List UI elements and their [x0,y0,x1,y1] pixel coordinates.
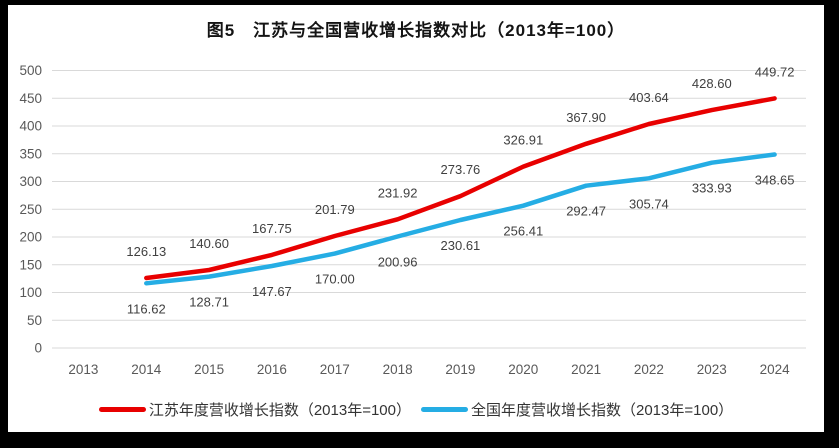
data-label-national: 333.93 [692,181,732,196]
data-label-national: 256.41 [503,224,543,239]
legend-item-national: 全国年度营收增长指数（2013年=100） [421,399,733,420]
x-tick-label: 2016 [257,362,287,377]
chart-legend: 江苏年度营收增长指数（2013年=100） 全国年度营收增长指数（2013年=1… [8,399,824,420]
y-tick-label: 400 [19,119,42,134]
legend-swatch-jiangsu [98,407,146,412]
x-tick-label: 2023 [697,362,727,377]
y-tick-label: 150 [19,257,42,272]
x-tick-label: 2019 [445,362,475,377]
legend-swatch-national [421,407,468,412]
data-label-jiangsu: 403.64 [629,90,669,105]
x-tick-label: 2015 [194,362,224,377]
data-label-national: 292.47 [566,204,606,219]
y-tick-label: 300 [19,174,42,189]
data-label-national: 305.74 [629,196,669,211]
chart-title: 图5 江苏与全国营收增长指数对比（2013年=100） [206,21,626,40]
x-tick-label: 2022 [634,362,664,377]
x-tick-label: 2021 [571,362,601,377]
legend-label-jiangsu: 江苏年度营收增长指数（2013年=100） [148,402,411,419]
data-label-national: 170.00 [315,272,355,287]
y-tick-label: 200 [19,230,42,245]
data-label-jiangsu: 449.72 [755,64,795,79]
x-tick-label: 2017 [320,362,350,377]
legend-item-jiangsu: 江苏年度营收增长指数（2013年=100） [98,399,411,420]
data-label-national: 348.65 [755,173,795,188]
series-line-jiangsu [144,96,777,281]
data-label-national: 147.67 [252,284,292,299]
x-tick-label: 2014 [131,362,162,377]
data-label-jiangsu: 167.75 [252,221,292,236]
data-label-jiangsu: 367.90 [566,110,606,125]
y-tick-label: 350 [19,146,42,161]
x-tick-label: 2020 [508,362,538,377]
y-tick-label: 450 [19,91,42,106]
data-label-jiangsu: 273.76 [441,162,481,177]
data-label-national: 116.62 [127,301,166,316]
line-chart: 0 50 100 150 200 250 300 350 400 450 500 2013 2014 20… [19,63,806,377]
x-tick-label: 2013 [68,362,98,377]
data-label-jiangsu: 326.91 [503,133,543,148]
chart-panel: 图5 江苏与全国营收增长指数对比（2013年=100） 0 50 100 150 200… [8,5,824,432]
y-tick-label: 250 [19,202,42,217]
y-tick-label: 500 [19,63,42,78]
data-label-jiangsu: 201.79 [315,202,355,217]
y-tick-label: 50 [27,313,42,328]
x-tick-label: 2018 [383,362,413,377]
y-tick-label: 100 [19,285,42,300]
data-label-national: 200.96 [378,255,418,270]
data-label-jiangsu: 140.60 [189,236,229,251]
legend-label-national: 全国年度营收增长指数（2013年=100） [471,402,734,419]
data-label-jiangsu: 428.60 [692,76,732,91]
series-line-national [144,152,777,286]
y-tick-label: 0 [34,341,42,356]
data-label-jiangsu: 126.13 [126,244,166,259]
data-label-jiangsu: 231.92 [378,185,418,200]
data-label-national: 230.61 [441,238,481,253]
x-tick-label: 2024 [760,362,791,377]
data-label-national: 128.71 [189,295,229,310]
